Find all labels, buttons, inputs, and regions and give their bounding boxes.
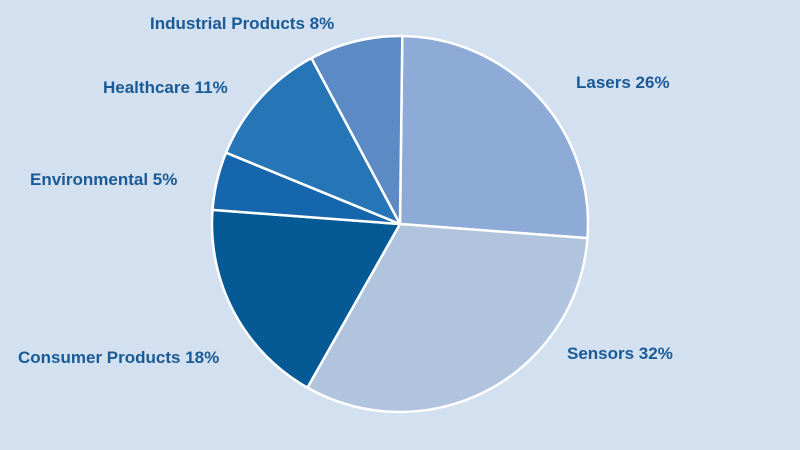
label-environmental: Environmental 5% bbox=[30, 170, 177, 189]
label-consumer-products: Consumer Products 18% bbox=[18, 348, 219, 367]
pie-slice-consumer-products bbox=[210, 208, 402, 389]
pie-slice-sensors bbox=[306, 222, 589, 414]
pie-labels: Lasers 26% Sensors 32% Consumer Products… bbox=[18, 14, 673, 367]
pie-slice-industrial-products bbox=[310, 34, 404, 226]
label-industrial-products: Industrial Products 8% bbox=[150, 14, 334, 33]
label-lasers: Lasers 26% bbox=[576, 73, 670, 92]
pie-slice-healthcare bbox=[224, 56, 402, 226]
label-sensors: Sensors 32% bbox=[567, 344, 673, 363]
label-healthcare: Healthcare 11% bbox=[103, 78, 228, 97]
pie-slice-lasers bbox=[398, 34, 590, 240]
pie-slices bbox=[210, 34, 590, 414]
